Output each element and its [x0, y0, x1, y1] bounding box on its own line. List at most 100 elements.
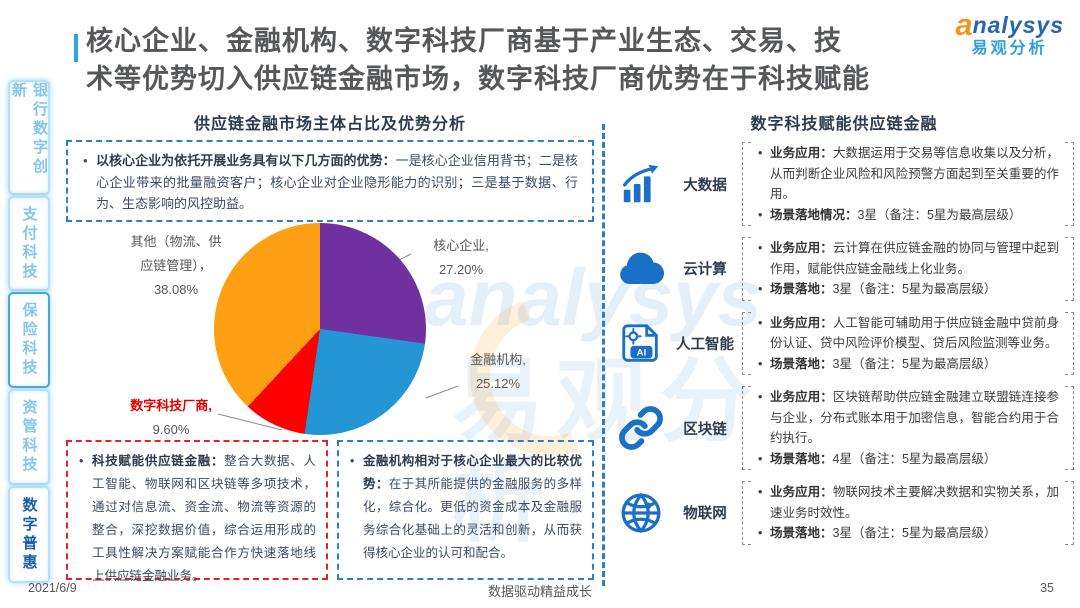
label-value: 38.08%: [153, 282, 199, 297]
sidebar-tab-digital-inclusion[interactable]: 数字普惠: [8, 486, 50, 583]
core-enterprise-advantage-box: 以核心企业为依托开展业务具有以下几方面的优势：一是核心企业信用背书；二是核心企业…: [66, 140, 594, 222]
tech-empower-box: 科技赋能供应链金融：整合大数据、人工智能、物联网和区块链等多项技术，通过对信息流…: [66, 440, 328, 583]
tab-label: 支付科技: [20, 205, 38, 282]
label-value: 25.12%: [475, 376, 521, 391]
tech-row-blockchain: 区块链 业务应用：区块链帮助供应链金融建立联盟链连接参与企业，分布式账本用于加密…: [614, 384, 1074, 472]
bullet-text: 3星（备注：5星为最高层级）: [857, 207, 1022, 222]
sidebar-tab-asset-mgmt-tech[interactable]: 资管科技: [8, 389, 50, 485]
bracket-right: [1065, 311, 1074, 375]
label-text: 金融机构,: [470, 352, 526, 367]
label-text: 其他（物流、供: [130, 234, 222, 249]
tech-row-iot: 物联网 业务应用：物联网技术主要解决数据和实物关系，加速业务时效性。 场景落地：…: [614, 479, 1074, 547]
bracket-left: [742, 142, 751, 226]
label-text: 数字科技厂商,: [130, 398, 212, 413]
tech-row-content: 业务应用：大数据运用于交易等信息收集以及分析，从而判断企业风险和风险预警方面起到…: [742, 140, 1074, 228]
bullet-lead: 业务应用：: [770, 315, 833, 330]
bracket-right: [1065, 481, 1074, 545]
bracket-right: [1065, 142, 1074, 226]
logo-brand-text: nalysys: [972, 11, 1064, 38]
tech-row-ai: AI 人工智能 业务应用：人工智能可辅助用于供应链金融中贷前身份认证、贷中风险评…: [614, 310, 1074, 378]
bullet-text: 大数据运用于交易等信息收集以及分析，从而判断企业风险和风险预警方面起到至关重要的…: [770, 146, 1059, 201]
left-bottom-boxes: 科技赋能供应链金融：整合大数据、人工智能、物联网和区块链等多项技术，通过对信息流…: [66, 440, 594, 583]
page-title-line1: 核心企业、金融机构、数字科技厂商基于产业生态、交易、技: [86, 26, 842, 56]
advantage-text: 一是核心企业信用背书；二是核心企业带来的批量融资客户；核心企业对企业隐形能力的识…: [96, 153, 578, 211]
footer-slogan: 数据驱动精益成长: [487, 584, 592, 599]
pie-label-other: 其他（物流、供 应链管理）， 38.08%: [114, 230, 238, 302]
bracket-right: [1065, 386, 1074, 470]
analysys-logo: a nalysys 易观分析: [955, 7, 1064, 58]
tech-row-content: 业务应用：人工智能可辅助用于供应链金融中贷前身份认证、贷中风险评价模型、贷后风险…: [742, 310, 1074, 378]
tech-row-cloud: 云计算 业务应用：云计算在供应链金融的协同与管理中起到作用，赋能供应链金融线上化…: [614, 235, 1074, 303]
bullet-text: 3星（备注：5星为最高层级）: [832, 282, 997, 296]
bullet-lead: 场景落地：: [770, 282, 833, 296]
blockchain-icon: [614, 405, 668, 451]
bullet-lead: 业务应用：: [770, 146, 833, 160]
pie-label-digital-tech-vendor: 数字科技厂商, 9.60%: [108, 394, 234, 442]
tab-label: 银行数字创新: [10, 82, 48, 177]
tech-row-content: 业务应用：区块链帮助供应链金融建立联盟链连接参与企业，分布式账本用于加密信息，智…: [742, 384, 1074, 472]
finance-box-lead: 金融机构相对于核心企业最大的比较优势：: [363, 454, 582, 491]
cloud-computing-icon: [614, 247, 668, 291]
tech-row-content: 业务应用：云计算在供应链金融的协同与管理中起到作用，赋能供应链金融线上化业务。 …: [742, 235, 1074, 303]
bullet-lead: 场景落地：: [770, 526, 833, 540]
page-title: 核心企业、金融机构、数字科技厂商基于产业生态、交易、技 术等优势切入供应链金融市…: [86, 22, 942, 98]
tab-label: 保险科技: [20, 302, 38, 378]
title-accent-bar: [74, 34, 78, 62]
tab-label: 资管科技: [20, 399, 38, 475]
label-value: 9.60%: [152, 422, 190, 437]
pie-chart: [214, 223, 426, 435]
page-number: 35: [1040, 581, 1054, 595]
label-text: 核心企业,: [433, 238, 489, 253]
pie-label-core-enterprise: 核心企业, 27.20%: [411, 234, 511, 282]
page-title-line2: 术等优势切入供应链金融市场，数字科技厂商优势在于科技赋能: [86, 64, 870, 94]
bullet-text: 人工智能可辅助用于供应链金融中贷前身份认证、贷中风险评价模型、贷后风险监测等业务…: [770, 315, 1059, 351]
bracket-right: [1065, 237, 1074, 301]
footer-date: 2021/6/9: [28, 581, 77, 595]
bullet-lead: 业务应用：: [770, 241, 833, 255]
logo-a-glyph: a: [955, 7, 973, 42]
pie-label-financial-institution: 金融机构, 25.12%: [448, 348, 548, 396]
tech-label: 大数据: [683, 177, 727, 194]
logo-chinese-text: 易观分析: [971, 40, 1048, 57]
tech-box-lead: 科技赋能供应链金融：: [92, 454, 225, 468]
label-value: 27.20%: [438, 262, 484, 277]
sidebar-tab-bank-digital[interactable]: 银行数字创新: [8, 80, 50, 195]
tech-row-big-data: 大数据 业务应用：大数据运用于交易等信息收集以及分析，从而判断企业风险和风险预警…: [614, 140, 1074, 228]
bracket-left: [742, 311, 751, 375]
tech-box-text: 整合大数据、人工智能、物联网和区块链等多项技术，通过对信息流、资金流、物流等资源…: [92, 454, 316, 583]
advantage-lead: 以核心企业为依托开展业务具有以下几方面的优势：: [96, 153, 396, 168]
big-data-icon: [614, 161, 668, 207]
vertical-dashed-divider: [602, 124, 605, 586]
iot-icon: [614, 490, 668, 536]
right-section-title: 数字科技赋能供应链金融: [750, 116, 938, 133]
sidebar-tab-payment-tech[interactable]: 支付科技: [8, 196, 50, 291]
financial-advantage-box: 金融机构相对于核心企业最大的比较优势：在于其所能提供的金融服务的多样化，综合化。…: [337, 440, 594, 580]
tech-label: 人工智能: [676, 336, 734, 353]
bullet-text: 3星（备注：5星为最高层级）: [832, 356, 997, 371]
bullet-text: 3星（备注：5星为最高层级）: [832, 526, 997, 540]
left-panel: 供应链金融市场主体占比及优势分析 以核心企业为依托开展业务具有以下几方面的优势：…: [66, 110, 594, 583]
svg-text:AI: AI: [637, 348, 647, 359]
finance-box-text: 在于其所能提供的金融服务的多样化，综合化。更低的资金成本及金融服务综合化基础上的…: [363, 477, 582, 560]
label-text: 应链管理），: [140, 258, 212, 273]
bullet-text: 4星（备注：5星为最高层级）: [832, 451, 997, 466]
bracket-left: [742, 386, 751, 470]
tech-label: 区块链: [683, 421, 727, 438]
pie-chart-area: 其他（物流、供 应链管理）， 38.08% 核心企业, 27.20% 金融机构,…: [66, 222, 594, 440]
bullet-text: 云计算在供应链金融的协同与管理中起到作用，赋能供应链金融线上化业务。: [770, 241, 1059, 276]
bullet-lead: 场景落地情况：: [770, 207, 858, 222]
bullet-text: 物联网技术主要解决数据和实物关系，加速业务时效性。: [770, 485, 1059, 520]
bullet-lead: 场景落地：: [770, 451, 833, 466]
tech-row-content: 业务应用：物联网技术主要解决数据和实物关系，加速业务时效性。 场景落地：3星（备…: [742, 479, 1074, 547]
bullet-text: 区块链帮助供应链金融建立联盟链连接参与企业，分布式账本用于加密信息，智能合约用于…: [770, 390, 1059, 445]
bracket-left: [742, 237, 751, 301]
bullet-lead: 场景落地：: [770, 356, 833, 371]
left-section-title: 供应链金融市场主体占比及优势分析: [193, 116, 466, 133]
bullet-lead: 业务应用：: [770, 390, 833, 404]
tech-label: 云计算: [683, 262, 727, 279]
sidebar-tab-insurance-tech[interactable]: 保险科技: [8, 292, 50, 388]
tech-label: 物联网: [683, 506, 727, 523]
right-panel: 数字科技赋能供应链金融 大数据 业务应用：大数据运用于交易等信息收集以及分析，从…: [614, 110, 1074, 554]
bracket-left: [742, 481, 751, 545]
